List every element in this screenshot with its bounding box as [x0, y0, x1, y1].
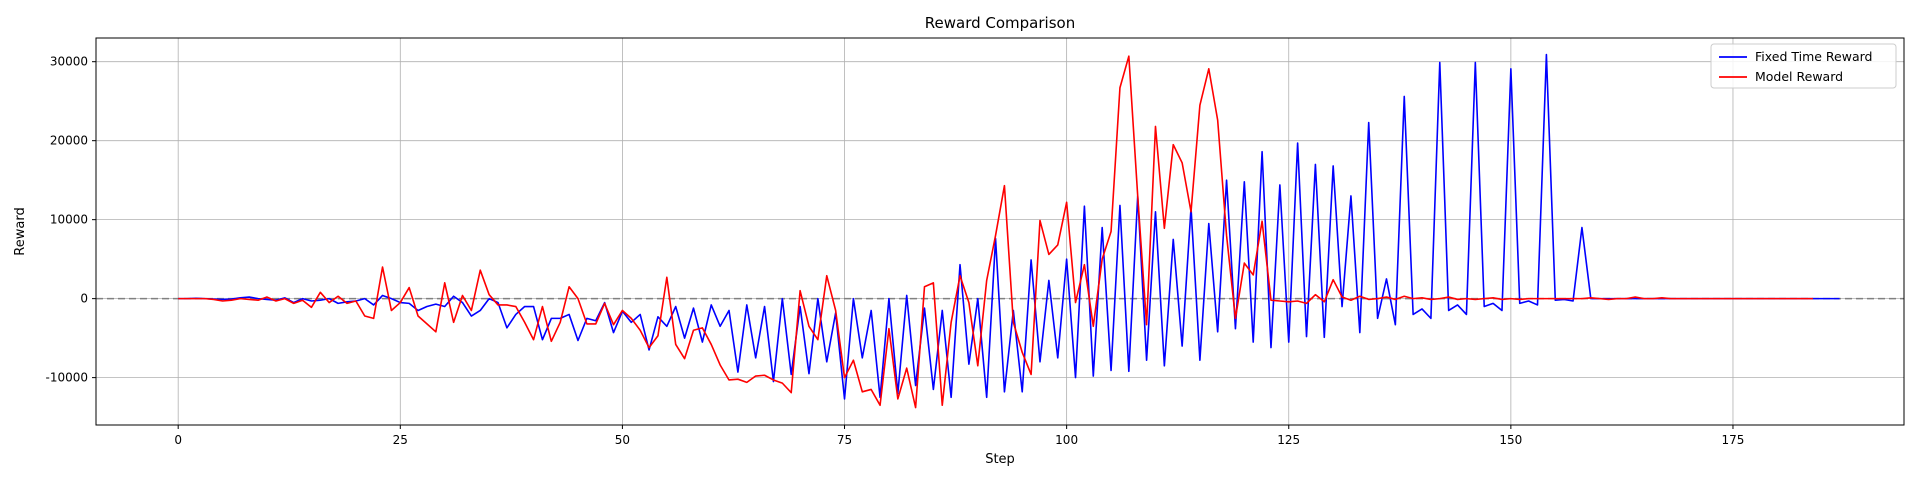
plot-frame: [95, 37, 1905, 426]
y-tick-label: -10000: [45, 371, 88, 385]
x-tick-label: 125: [1277, 433, 1300, 447]
y-axis-label: Reward: [13, 207, 28, 255]
x-tick-label: 150: [1499, 433, 1522, 447]
y-tick-label: 20000: [50, 134, 88, 148]
x-tick-label: 75: [837, 433, 852, 447]
grid-lines: [96, 38, 1904, 425]
x-tick-label: 175: [1722, 433, 1745, 447]
y-tick-label: 10000: [50, 213, 88, 227]
legend-label-1: Model Reward: [1755, 69, 1843, 84]
series-line-1: [178, 55, 1813, 409]
y-axis-ticks: -10000 0 10000 20000 30000: [45, 55, 96, 385]
y-tick-label: 0: [80, 292, 88, 306]
x-axis-label: Step: [985, 452, 1015, 467]
x-axis-ticks: 0 25 50 75 100 125 150 175: [174, 425, 1744, 447]
series-line-0: [178, 53, 1840, 400]
x-tick-label: 25: [393, 433, 408, 447]
legend-box: [1710, 43, 1897, 89]
series-layer: [178, 53, 1840, 409]
chart-title: Reward Comparison: [925, 14, 1075, 32]
legend: Fixed Time Reward Model Reward: [1710, 43, 1897, 89]
x-tick-label: 100: [1055, 433, 1078, 447]
x-tick-label: 50: [615, 433, 630, 447]
y-tick-label: 30000: [50, 55, 88, 69]
x-tick-label: 0: [174, 433, 182, 447]
legend-label-0: Fixed Time Reward: [1755, 49, 1872, 64]
